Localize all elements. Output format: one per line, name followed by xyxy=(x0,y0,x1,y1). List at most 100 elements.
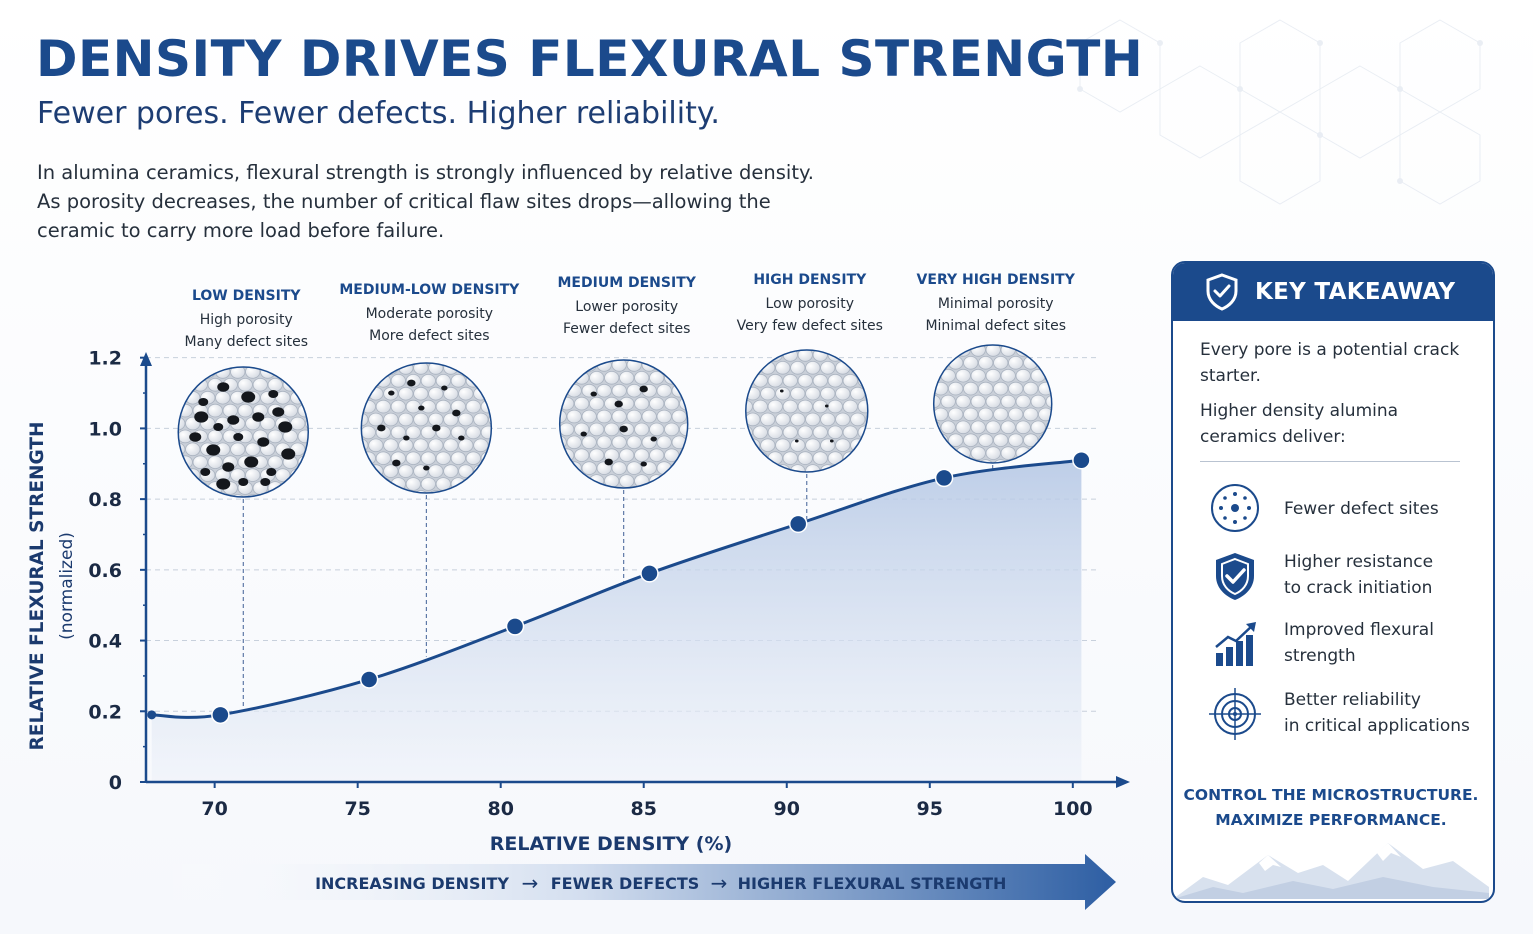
data-point xyxy=(788,514,808,534)
y-axis-label: RELATIVE FLEXURAL STRENGTH xyxy=(27,422,48,751)
y-axis-arrowhead xyxy=(140,352,152,366)
pore-mark xyxy=(257,437,270,447)
microstructure-defects: Fewer defect sites xyxy=(563,321,690,337)
microstructure-micrograph xyxy=(360,362,493,494)
data-point xyxy=(505,617,525,636)
pore-mark xyxy=(377,424,386,432)
defect-sites-icon xyxy=(1211,484,1259,532)
y-tick-label: 0 xyxy=(109,772,122,794)
x-axis-label: RELATIVE DENSITY (%) xyxy=(490,833,732,855)
pore-mark xyxy=(198,398,209,406)
data-point xyxy=(211,705,230,725)
x-tick-label: 85 xyxy=(631,798,657,820)
page-title: DENSITY DRIVES FLEXURAL STRENGTH xyxy=(36,30,1144,88)
key-takeaway-header: KEY TAKEAWAY xyxy=(1173,263,1493,321)
density-strength-chart: 0 0.2 0.4 0.6 0.8 1.0 1.2 70 75 80 85 90 95 100 RELA… xyxy=(27,272,1130,910)
pore-mark xyxy=(590,391,597,397)
pore-mark xyxy=(200,468,211,476)
pore-mark xyxy=(281,448,296,460)
pore-mark xyxy=(458,435,465,441)
banner-arrow-separator: → xyxy=(522,871,539,895)
pore-mark xyxy=(441,385,448,391)
pore-mark xyxy=(452,409,461,417)
y-tick-label: 0.2 xyxy=(88,701,122,723)
page-subtitle: Fewer pores. Fewer defects. Higher relia… xyxy=(37,96,720,131)
takeaway-footer-line: MAXIMIZE PERFORMANCE. xyxy=(1215,811,1447,829)
microstructure-title: VERY HIGH DENSITY xyxy=(917,272,1076,288)
hexagon-pattern-background xyxy=(1077,19,1483,205)
microstructure-porosity: Low porosity xyxy=(766,296,854,312)
y-tick-label: 0.6 xyxy=(88,560,122,582)
pore-mark xyxy=(650,436,657,442)
benefit-label: Improved flexural xyxy=(1284,620,1434,640)
y-tick-label: 0.8 xyxy=(88,489,122,511)
pore-mark xyxy=(227,415,240,425)
benefit-label: Better reliability xyxy=(1284,690,1421,710)
pore-mark xyxy=(640,461,647,467)
data-point xyxy=(934,468,954,488)
takeaway-footer: CONTROL THE MICROSTRUCTURE. MAXIMIZE PER… xyxy=(1173,783,1489,833)
benefit-item: Better reliability in critical applicati… xyxy=(1208,687,1488,747)
pore-mark xyxy=(403,435,410,441)
pore-mark xyxy=(266,468,277,476)
y-axis-sublabel: (normalized) xyxy=(57,532,77,640)
pore-mark xyxy=(278,421,293,433)
shield-icon xyxy=(1206,273,1238,311)
pore-mark xyxy=(829,439,834,443)
benefit-label: strength xyxy=(1284,646,1356,666)
pore-mark xyxy=(260,478,271,486)
x-axis-arrowhead xyxy=(1116,776,1130,788)
takeaway-intro-2: Higher density alumina ceramics deliver: xyxy=(1200,401,1399,447)
pore-mark xyxy=(392,459,401,467)
pore-mark xyxy=(418,405,425,411)
benefit-item: Fewer defect sites xyxy=(1208,481,1488,541)
pore-mark xyxy=(423,465,430,471)
pore-mark xyxy=(213,423,224,431)
data-point xyxy=(1072,450,1091,470)
takeaway-intro-1: Every pore is a potential crack starter. xyxy=(1200,340,1460,386)
pore-mark xyxy=(432,424,441,432)
pore-mark xyxy=(233,433,244,441)
microstructure-micrograph xyxy=(745,349,869,473)
banner-step: INCREASING DENSITY xyxy=(315,874,509,893)
pore-mark xyxy=(619,425,628,433)
x-tick-label: 100 xyxy=(1053,798,1093,820)
pore-mark xyxy=(241,391,256,403)
intro-line: In alumina ceramics, flexural strength i… xyxy=(37,161,814,184)
microstructure-micrograph xyxy=(177,366,310,498)
pore-mark xyxy=(244,456,259,468)
key-takeaway-panel: KEY TAKEAWAY Every pore is a potential c… xyxy=(1171,261,1495,903)
data-point xyxy=(359,670,379,689)
pore-mark xyxy=(206,444,221,456)
data-point xyxy=(640,564,659,583)
target-icon xyxy=(1209,688,1261,740)
benefit-label: Fewer defect sites xyxy=(1284,499,1439,519)
pore-mark xyxy=(824,404,829,408)
pore-mark xyxy=(407,379,416,387)
pore-mark xyxy=(779,389,784,393)
progress-banner-arrow xyxy=(146,854,1116,910)
benefit-label: to crack initiation xyxy=(1284,578,1433,598)
pore-mark xyxy=(388,390,395,396)
pore-mark xyxy=(272,407,285,417)
intro-paragraph: In alumina ceramics, flexural strength i… xyxy=(37,158,837,245)
mountain-illustration xyxy=(1173,843,1489,899)
y-tick-label: 0.4 xyxy=(88,631,122,653)
microstructure-porosity: Moderate porosity xyxy=(366,306,493,322)
shield-check-icon xyxy=(1216,553,1254,600)
data-point xyxy=(147,710,157,720)
pore-mark xyxy=(189,432,202,442)
x-tick-label: 80 xyxy=(487,798,513,820)
microstructure-porosity: Minimal porosity xyxy=(938,296,1054,312)
pore-mark xyxy=(604,458,613,466)
pore-mark xyxy=(580,431,587,437)
microstructure-title: HIGH DENSITY xyxy=(753,272,867,288)
pore-mark xyxy=(614,400,623,408)
intro-line: As porosity decreases, the number of cri… xyxy=(37,190,771,213)
pore-mark xyxy=(639,385,648,393)
microstructure-defects: Minimal defect sites xyxy=(925,318,1066,334)
x-tick-label: 75 xyxy=(344,798,370,820)
pore-mark xyxy=(194,411,209,423)
y-tick-label: 1.0 xyxy=(88,418,122,440)
microstructure-defects: More defect sites xyxy=(369,328,489,344)
